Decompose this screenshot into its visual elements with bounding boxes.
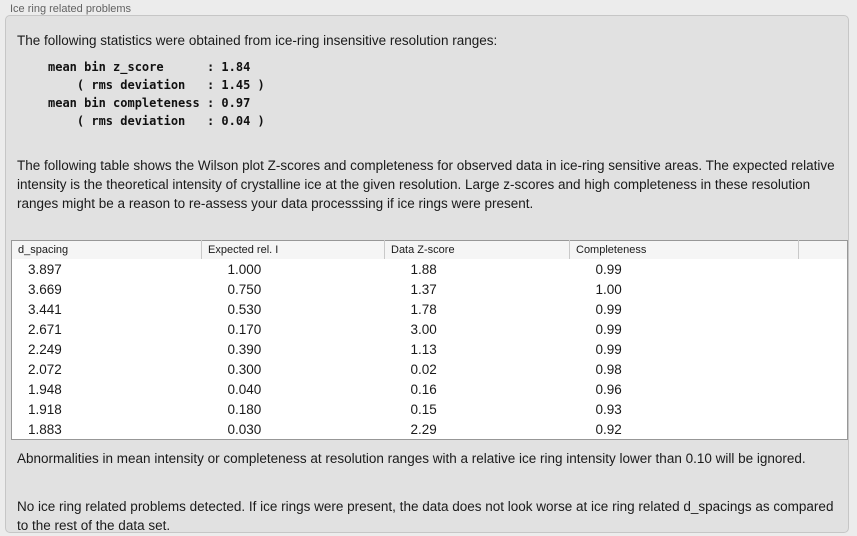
table-cell: 0.750 [227,281,262,297]
table-cell: 1.918 [28,401,62,417]
table-cell: 1.78 [410,301,437,317]
table-cell: 0.96 [595,381,622,397]
table-cell: 0.530 [227,301,262,317]
table-cell: 2.249 [28,341,62,357]
table-row: 3.669 0.750 1.37 1.00 [12,279,848,299]
table-cell: 1.37 [410,281,437,297]
table-row: 2.072 0.300 0.02 0.98 [12,359,848,379]
table-cell: 0.170 [227,321,262,337]
table-cell: 1.883 [28,421,62,437]
column-header-z-score: Data Z-score [384,240,570,259]
table-cell: 2.072 [28,361,62,377]
table-cell: 1.13 [410,341,437,357]
table-cell: 0.98 [595,361,622,377]
column-header-spacer [798,240,848,259]
table-row: 1.948 0.040 0.16 0.96 [12,379,848,399]
table-cell [799,259,848,279]
table-cell: 2.29 [410,421,437,437]
column-header-d-spacing: d_spacing [11,240,202,259]
ice-ring-groupbox: The following statistics were obtained f… [5,15,849,533]
table-cell [799,419,848,440]
table-cell: 1.948 [28,381,62,397]
table-cell [799,339,848,359]
table-cell: 0.99 [595,301,622,317]
table-header: d_spacing Expected rel. I Data Z-score C… [11,240,848,259]
intro-text: The following statistics were obtained f… [17,33,498,48]
table-cell: 3.669 [28,281,62,297]
column-header-completeness: Completeness [569,240,799,259]
table-cell: 0.99 [595,341,622,357]
table-cell: 0.180 [227,401,262,417]
table-row: 2.249 0.390 1.13 0.99 [12,339,848,359]
table-header-row: d_spacing Expected rel. I Data Z-score C… [11,240,848,259]
table-cell [799,379,848,399]
table-cell: 0.390 [227,341,262,357]
panel-title: Ice ring related problems [10,3,132,15]
table-cell: 0.030 [227,421,262,437]
conclusion-note: No ice ring related problems detected. I… [17,499,834,533]
table-cell: 1.00 [595,281,622,297]
table-cell: 0.02 [410,361,437,377]
table-cell: 3.897 [28,261,62,277]
table-cell: 0.300 [227,361,262,377]
table-cell: 0.15 [410,401,437,417]
table-row: 3.441 0.530 1.78 0.99 [12,299,848,319]
ignore-rule-note: Abnormalities in mean intensity or compl… [17,451,806,466]
table-cell: 0.040 [227,381,262,397]
ice-ring-table: d_spacing Expected rel. I Data Z-score C… [11,240,848,440]
table-cell: 0.99 [595,321,622,337]
table-row: 1.918 0.180 0.15 0.93 [12,399,848,419]
table-cell [799,319,848,339]
table-cell: 0.99 [595,261,622,277]
table-cell [799,299,848,319]
table-cell: 0.92 [595,421,622,437]
table-row: 1.883 0.030 2.29 0.92 [12,419,848,440]
table-cell: 2.671 [28,321,62,337]
table-cell [799,279,848,299]
column-header-expected-i: Expected rel. I [201,240,385,259]
table-cell: 1.000 [227,261,262,277]
stats-block: mean bin z_score : 1.84 ( rms deviation … [48,60,265,128]
table-cell: 0.16 [410,381,437,397]
table-cell [799,359,848,379]
table-cell: 1.88 [410,261,437,277]
table-cell [799,399,848,419]
table-cell: 0.93 [595,401,622,417]
table-cell: 3.441 [28,301,62,317]
ice-ring-table-body: 3.897 1.000 1.88 0.99 3.669 0.750 1.37 1.00 3.44… [12,259,848,440]
table-row: 2.671 0.170 3.00 0.99 [12,319,848,339]
table-cell: 3.00 [410,321,437,337]
table-description: The following table shows the Wilson plo… [17,158,835,211]
table-row: 3.897 1.000 1.88 0.99 [12,259,848,279]
